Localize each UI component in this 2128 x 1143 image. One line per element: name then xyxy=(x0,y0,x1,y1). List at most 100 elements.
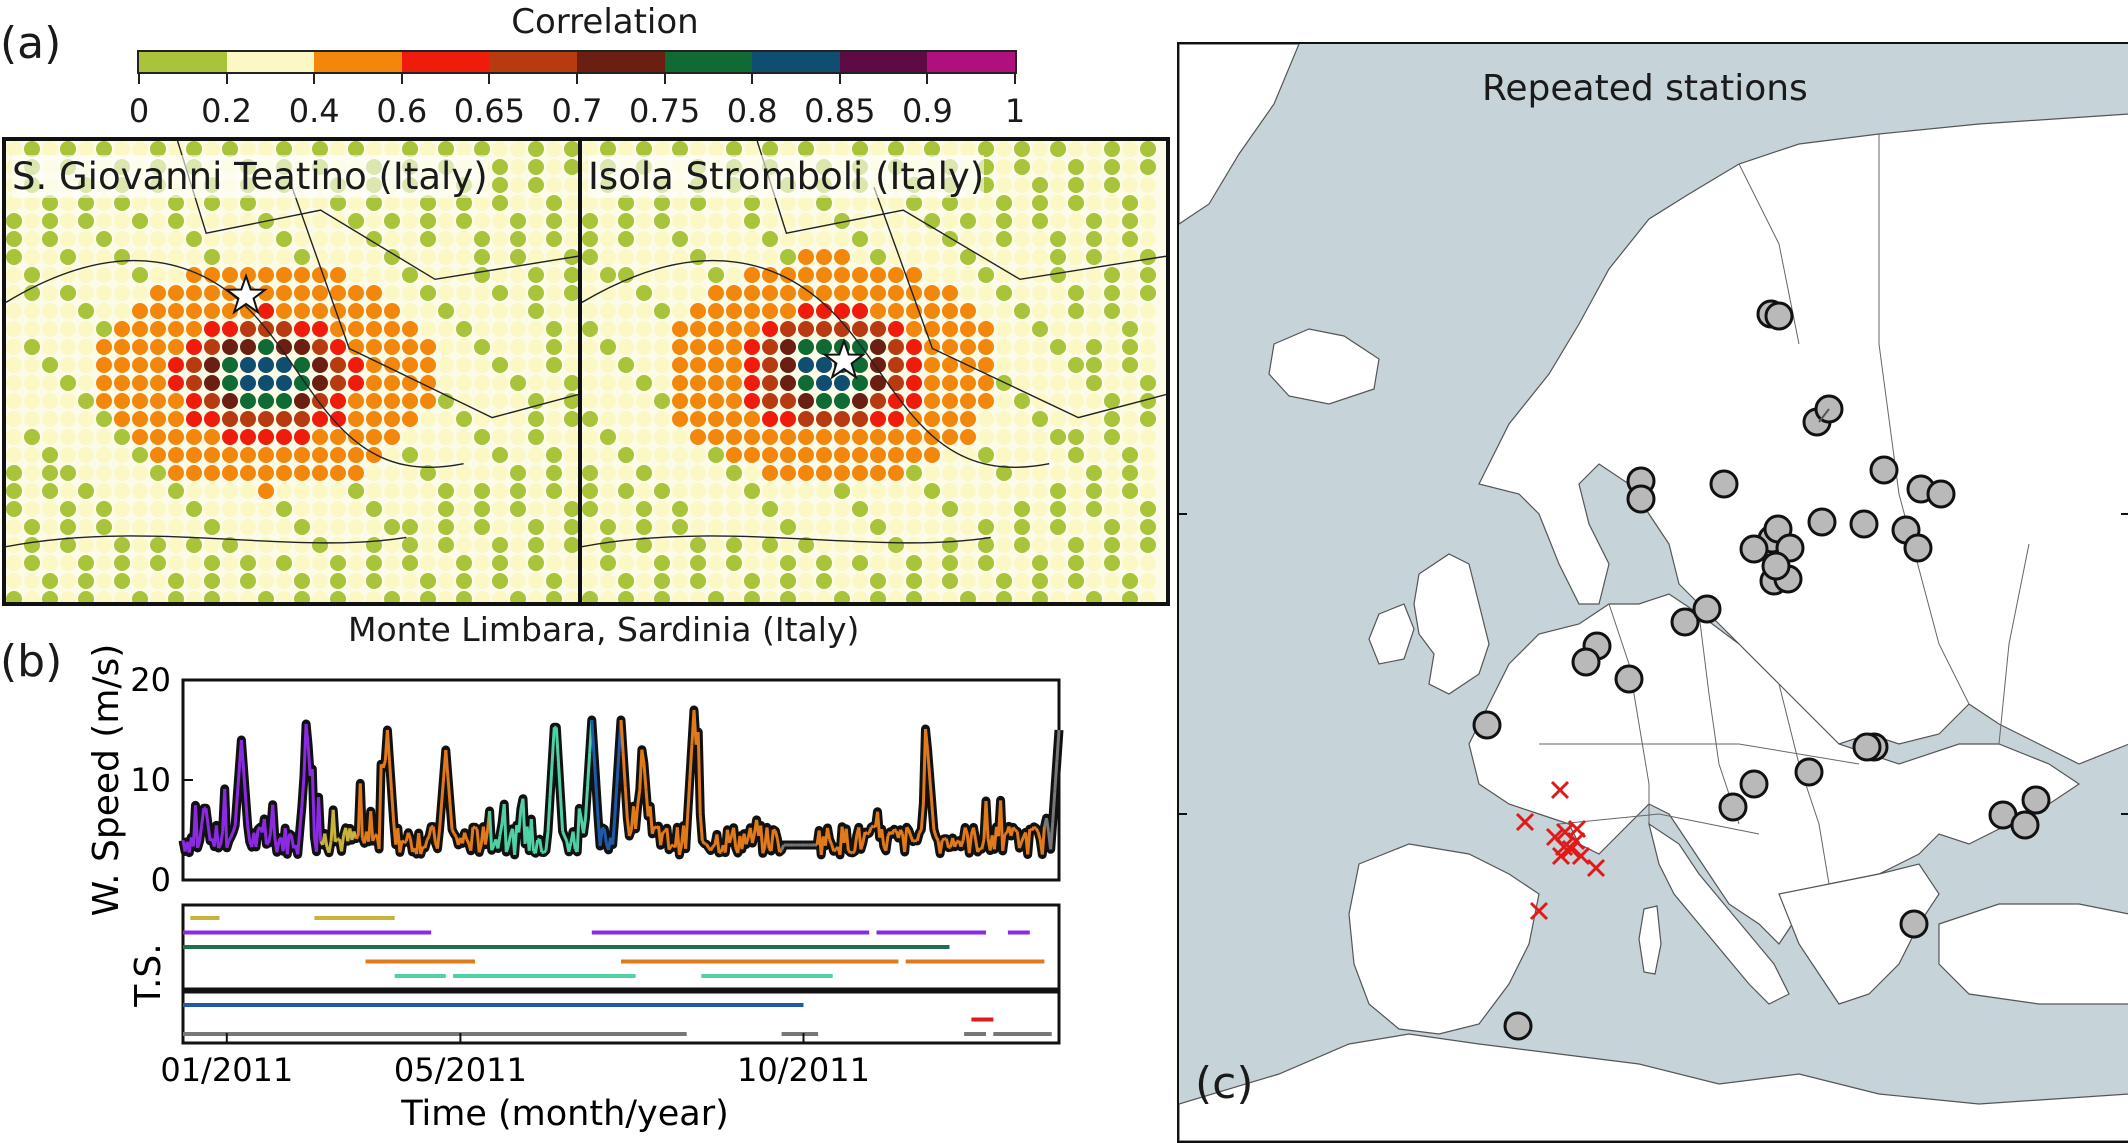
wind-speed-segment xyxy=(909,830,911,836)
correlation-dot xyxy=(834,573,850,589)
correlation-dot xyxy=(294,465,310,481)
correlation-dot xyxy=(78,213,94,229)
correlation-dot xyxy=(564,159,578,175)
correlation-dot xyxy=(24,411,40,427)
correlation-dot xyxy=(978,465,994,481)
correlation-dot xyxy=(708,573,724,589)
wind-speed-segment xyxy=(928,750,930,777)
correlation-dot xyxy=(240,501,256,517)
correlation-dot xyxy=(132,573,148,589)
correlation-dot xyxy=(816,231,832,247)
correlation-dot xyxy=(402,411,418,427)
wind-speed-segment xyxy=(548,797,550,832)
correlation-dot xyxy=(870,429,886,445)
wind-speed-segment xyxy=(617,753,619,786)
correlation-dot xyxy=(546,303,562,319)
correlation-dot xyxy=(1104,519,1120,535)
correlation-dot xyxy=(114,537,130,553)
correlation-dot xyxy=(492,195,508,211)
correlation-dot xyxy=(78,429,94,445)
correlation-dot xyxy=(420,447,436,463)
station-circle-icon xyxy=(1741,536,1767,562)
correlation-dot xyxy=(528,555,544,571)
correlation-dot xyxy=(240,321,256,337)
correlation-dot xyxy=(546,159,562,175)
wind-speed-segment xyxy=(704,844,706,845)
correlation-dot xyxy=(564,447,578,463)
wind-speed-segment xyxy=(235,797,237,826)
wind-speed-segment xyxy=(1046,818,1048,832)
correlation-dot xyxy=(582,555,598,571)
correlation-dot xyxy=(960,303,976,319)
correlation-dot xyxy=(690,501,706,517)
correlation-dot xyxy=(654,447,670,463)
correlation-dot xyxy=(582,411,598,427)
correlation-dot xyxy=(456,519,472,535)
correlation-dot xyxy=(186,321,202,337)
correlation-dot xyxy=(780,393,796,409)
correlation-dot xyxy=(330,555,346,571)
correlation-dot xyxy=(618,303,634,319)
wind-speed-segment xyxy=(319,797,321,841)
correlation-dot xyxy=(96,447,112,463)
wind-speed-segment xyxy=(907,827,909,830)
correlation-dot xyxy=(978,501,994,517)
correlation-dot xyxy=(1122,555,1138,571)
correlation-dot xyxy=(348,357,364,373)
correlation-dot xyxy=(582,357,598,373)
correlation-dot xyxy=(42,231,58,247)
correlation-dot xyxy=(654,519,670,535)
correlation-dot xyxy=(780,303,796,319)
correlation-dot xyxy=(888,429,904,445)
correlation-dot xyxy=(402,303,418,319)
correlation-dot xyxy=(798,447,814,463)
correlation-dot xyxy=(1122,393,1138,409)
correlation-dot xyxy=(366,537,382,553)
correlation-dot xyxy=(942,393,958,409)
correlation-dot xyxy=(132,465,148,481)
correlation-dot xyxy=(510,249,526,265)
colorbar-tick-mark xyxy=(751,72,753,84)
correlation-dot xyxy=(420,573,436,589)
correlation-dot xyxy=(258,303,274,319)
correlation-dot xyxy=(420,393,436,409)
wind-speed-segment xyxy=(583,818,585,833)
correlation-dot xyxy=(960,267,976,283)
correlation-map-1-svg xyxy=(6,141,578,602)
correlation-dot xyxy=(60,231,76,247)
correlation-dot xyxy=(1086,555,1102,571)
correlation-dot xyxy=(474,213,490,229)
correlation-dot xyxy=(420,555,436,571)
correlation-dot xyxy=(978,285,994,301)
wind-speed-segment xyxy=(921,803,923,830)
correlation-dot xyxy=(132,357,148,373)
correlation-dot xyxy=(780,501,796,517)
station-circle-icon xyxy=(1573,649,1599,675)
correlation-dot xyxy=(582,519,598,535)
correlation-dot xyxy=(672,213,688,229)
correlation-dot xyxy=(1104,339,1120,355)
wind-speed-segment xyxy=(277,841,279,852)
correlation-dot xyxy=(402,465,418,481)
correlation-dot xyxy=(204,357,220,373)
correlation-dot xyxy=(384,555,400,571)
correlation-dot xyxy=(474,537,490,553)
correlation-dot xyxy=(1086,357,1102,373)
wind-speed-segment xyxy=(218,845,220,848)
correlation-dot xyxy=(960,573,976,589)
correlation-dot xyxy=(1140,375,1156,391)
correlation-dot xyxy=(1032,393,1048,409)
correlation-dot xyxy=(402,447,418,463)
correlation-dot xyxy=(798,213,814,229)
correlation-dot xyxy=(60,519,76,535)
correlation-dot xyxy=(654,285,670,301)
correlation-dot xyxy=(1032,321,1048,337)
correlation-dot xyxy=(78,339,94,355)
correlation-dot xyxy=(600,555,616,571)
correlation-dot xyxy=(42,285,58,301)
colorbar-tick-mark xyxy=(839,72,841,84)
correlation-dot xyxy=(600,231,616,247)
wind-speed-segment xyxy=(955,842,957,847)
correlation-dot xyxy=(528,339,544,355)
correlation-dot xyxy=(546,321,562,337)
